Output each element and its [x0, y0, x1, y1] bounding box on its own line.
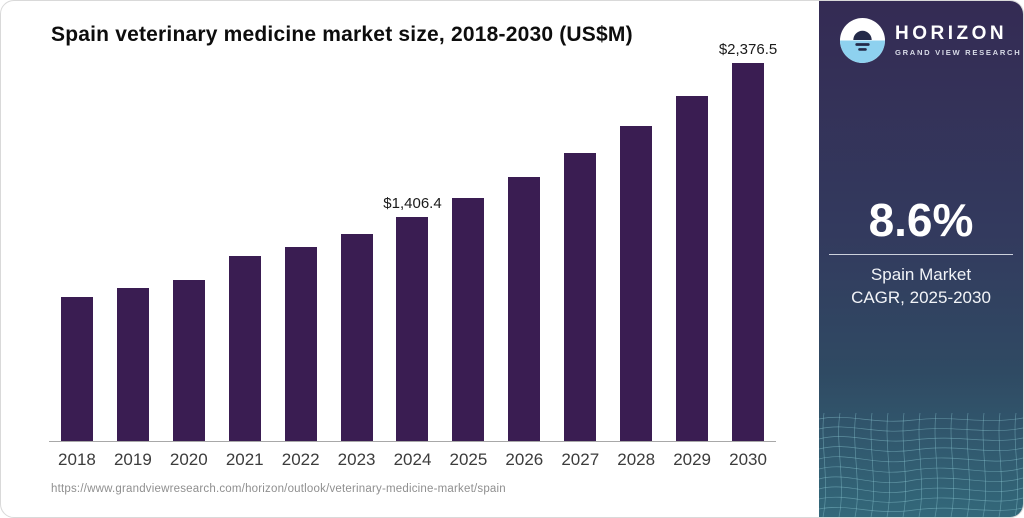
bar-cell-2028 [608, 43, 664, 441]
value-label-2030: $2,376.5 [718, 40, 778, 58]
cagr-stat: 8.6% Spain Market CAGR, 2025-2030 [819, 195, 1023, 310]
bar-2020 [172, 280, 205, 441]
bar-cell-2029 [664, 43, 720, 441]
x-tick-2028: 2028 [617, 450, 656, 469]
source-url: https://www.grandviewresearch.com/horizo… [51, 483, 506, 495]
x-tick-2023: 2023 [337, 450, 376, 469]
bar-2021 [228, 255, 261, 441]
chart-panel: Spain veterinary medicine market size, 2… [1, 1, 819, 517]
x-axis-line [49, 441, 776, 442]
bar-2027 [564, 152, 597, 441]
bar-2023 [340, 233, 373, 441]
bar-2026 [508, 176, 541, 441]
cagr-label-line1: Spain Market [870, 265, 972, 285]
bar-cell-2030: $2,376.5 [718, 40, 778, 441]
bar-cell-2022 [273, 43, 329, 441]
x-tick-2025: 2025 [449, 450, 488, 469]
bar-cell-2021 [217, 43, 273, 441]
bar-cell-2023 [329, 43, 385, 441]
x-tick-2021: 2021 [225, 450, 264, 469]
bars: $1,406.4 $2,376.5 [49, 40, 778, 441]
stat-divider [829, 253, 1013, 256]
bar-2030 [732, 62, 765, 441]
x-tick-2020: 2020 [169, 450, 208, 469]
x-tick-2029: 2029 [673, 450, 712, 469]
value-label-2024: $1,406.4 [383, 195, 442, 213]
brand-text: HORIZON GRAND VIEW RESEARCH [895, 23, 1022, 57]
x-tick-2018: 2018 [58, 450, 96, 469]
x-tick-2024: 2024 [393, 450, 432, 469]
bar-cell-2027 [552, 43, 608, 441]
bar-cell-2025 [440, 43, 496, 441]
bar-cell-2018 [49, 43, 105, 441]
bar-2024 [396, 217, 429, 441]
chart-title: Spain veterinary medicine market size, 2… [51, 23, 633, 46]
sidebar: HORIZON GRAND VIEW RESEARCH 8.6% Spain M… [819, 1, 1023, 517]
bar-2028 [620, 125, 653, 441]
cagr-value: 8.6% [868, 194, 974, 246]
bar-cell-2024: $1,406.4 [383, 43, 442, 441]
horizon-logo-icon [840, 18, 885, 63]
x-tick-2019: 2019 [113, 450, 152, 469]
bar-2029 [676, 95, 709, 441]
x-tick-2022: 2022 [281, 450, 320, 469]
mesh-pattern [819, 413, 1023, 517]
bar-2019 [116, 287, 149, 441]
brand-tagline: GRAND VIEW RESEARCH [895, 47, 1022, 57]
brand-name: HORIZON [895, 23, 1008, 45]
x-axis-labels: 2018 2019 2020 2021 2022 2023 2024 2025 2026 2027… [49, 450, 776, 470]
x-tick-2027: 2027 [561, 450, 600, 469]
bar-cell-2019 [105, 43, 161, 441]
bar-cell-2020 [161, 43, 217, 441]
x-tick-2026: 2026 [505, 450, 544, 469]
x-tick-2030: 2030 [729, 450, 767, 469]
cagr-label-line2: CAGR, 2025-2030 [851, 288, 991, 308]
bar-2025 [452, 197, 485, 441]
bar-2018 [60, 296, 93, 441]
bar-cell-2026 [496, 43, 552, 441]
brand: HORIZON GRAND VIEW RESEARCH [840, 18, 1021, 63]
bar-2022 [284, 246, 317, 441]
